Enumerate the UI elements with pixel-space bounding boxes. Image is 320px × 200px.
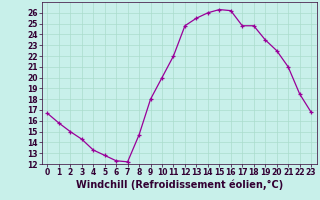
X-axis label: Windchill (Refroidissement éolien,°C): Windchill (Refroidissement éolien,°C) xyxy=(76,180,283,190)
